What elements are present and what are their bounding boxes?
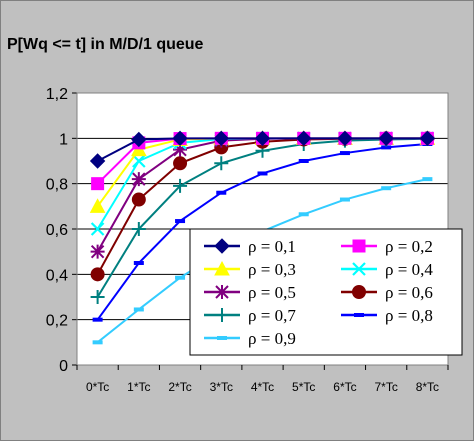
series-1 [89,130,436,169]
data-point [422,177,433,182]
legend-marker [354,313,364,317]
y-tick-label: 0 [59,358,68,375]
data-point [173,156,188,171]
data-point [175,219,186,224]
legend-marker [352,262,366,276]
legend-item: ρ = 0,7 [204,306,296,325]
data-point [214,156,229,171]
data-point [175,275,186,280]
legend-label: ρ = 0,9 [248,329,296,348]
data-point [337,130,353,147]
legend-item: ρ = 0,6 [341,283,433,302]
data-point [378,130,394,147]
x-tick-label: 8*Tc [416,380,439,394]
data-point [419,130,436,147]
legend-label: ρ = 0,8 [385,306,433,325]
legend-item: ρ = 0,2 [341,237,433,256]
legend-item: ρ = 0,8 [341,306,433,325]
data-point [213,130,229,147]
data-point [296,130,312,147]
legend-item: ρ = 0,5 [204,283,296,302]
data-point [92,317,103,322]
x-tick-label: 5*Tc [292,380,315,394]
data-point [173,142,188,157]
legend-label: ρ = 0,2 [385,237,433,256]
data-point [216,190,227,195]
data-point [257,171,268,176]
legend-item: ρ = 0,3 [204,260,296,279]
legend-label: ρ = 0,1 [248,237,296,256]
data-point [254,130,271,147]
x-tick-label: 3*Tc [210,380,233,394]
x-tick-label: 4*Tc [251,380,274,394]
y-tick-label: 0,8 [46,177,68,194]
data-point [173,178,188,193]
data-point [298,212,309,217]
x-tick-label: 1*Tc [127,380,150,394]
data-point [381,145,392,150]
data-point [381,186,392,191]
y-tick-label: 1 [59,131,68,148]
legend-marker [214,260,230,276]
data-point [89,198,106,213]
x-tick-label: 2*Tc [168,380,191,394]
data-point [90,267,105,282]
data-point [131,172,146,187]
legend-marker [215,285,229,299]
legend-marker [352,239,366,253]
legend-item: ρ = 0,9 [204,329,296,348]
legend-marker [214,238,230,254]
data-point [131,192,146,207]
legend-label: ρ = 0,5 [248,283,296,302]
y-tick-label: 0,2 [46,313,68,330]
data-point [298,159,309,163]
data-point [132,154,146,168]
legend-label: ρ = 0,3 [248,260,296,279]
legend-item: ρ = 0,4 [341,260,433,279]
data-point [90,222,105,236]
data-point [133,261,144,265]
x-tick-label: 6*Tc [333,380,356,394]
legend-item: ρ = 0,1 [204,237,296,256]
data-point [339,151,350,156]
y-tick-label: 1,2 [46,86,68,103]
x-tick-label: 0*Tc [86,380,109,394]
data-point [133,307,144,312]
y-tick-label: 0,6 [46,222,68,239]
data-point [172,130,188,147]
x-tick-label: 7*Tc [374,380,397,394]
data-point [91,177,105,191]
data-point [131,131,147,148]
legend-label: ρ = 0,4 [385,260,433,279]
data-point [90,244,105,259]
legend: ρ = 0,1 ρ = 0,2 ρ = 0,3 ρ = 0,4 ρ = 0,5 ρ = 0… [189,228,463,356]
data-point [131,222,146,236]
data-point [339,197,350,202]
data-point [89,153,106,169]
y-tick-label: 0,4 [46,267,68,284]
chart-title: P[Wq <= t] in M/D/1 queue [7,36,204,53]
legend-label: ρ = 0,7 [248,306,296,325]
legend-marker [215,308,229,322]
legend-label: ρ = 0,6 [385,283,433,302]
legend-marker [217,336,227,340]
data-point [90,290,105,304]
data-point [92,340,103,345]
legend-marker [352,285,366,299]
